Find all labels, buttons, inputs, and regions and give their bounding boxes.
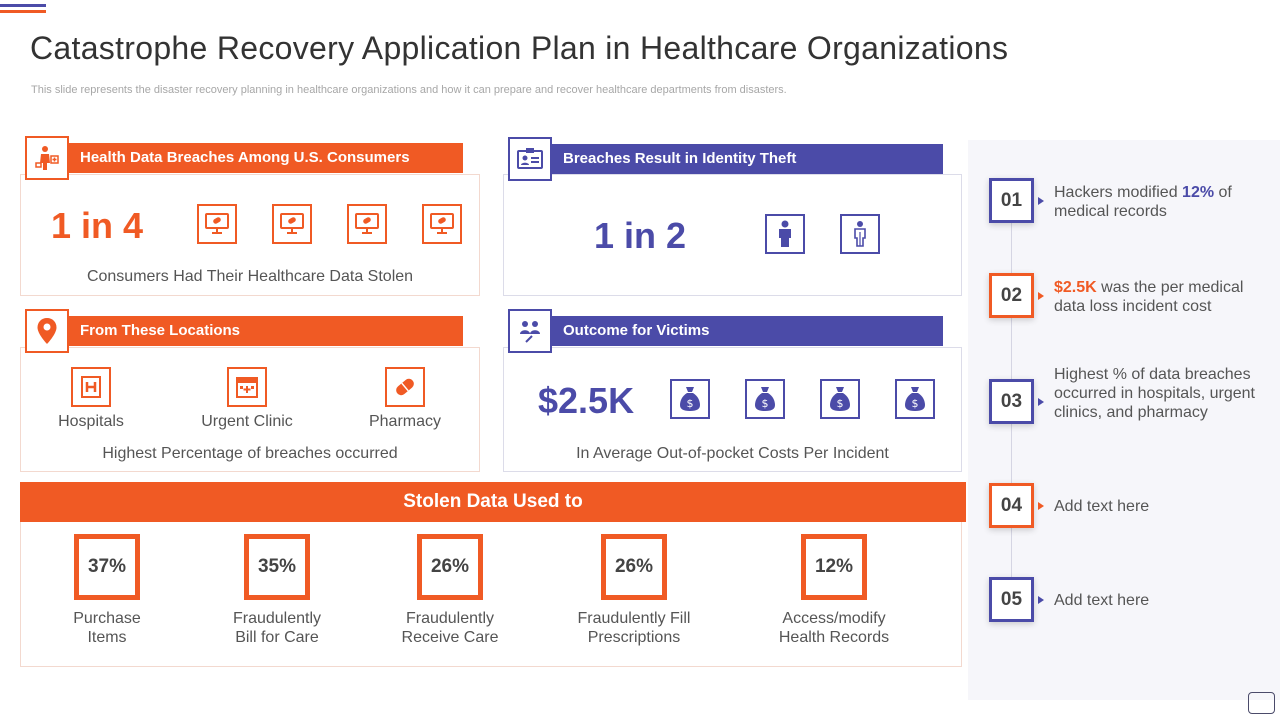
accent-line-orange: [0, 10, 46, 13]
id-card-icon: [508, 137, 552, 181]
breaches-stat: 1 in 4: [51, 205, 144, 246]
stolen-heading: Stolen Data Used to: [20, 482, 966, 522]
fact-text-post: was the per medical data loss incident c…: [1054, 279, 1244, 315]
person-filled-icon: [765, 214, 805, 254]
hospital-icon: [71, 367, 111, 407]
fact-text-02: $2.5K was the per medical data loss inci…: [1054, 278, 1266, 316]
label-line: Bill for Care: [235, 629, 319, 646]
fact-highlight: 12%: [1182, 184, 1215, 201]
svg-text:$: $: [837, 397, 844, 410]
label-line: Fraudulently: [405, 610, 495, 627]
fact-number-05: 05: [989, 577, 1034, 622]
arrow-icon: [1038, 197, 1044, 205]
fact-text-04: Add text here: [1054, 498, 1150, 515]
accent-line-blue: [0, 4, 46, 7]
locations-caption: Highest Percentage of breaches occurred: [102, 445, 398, 462]
svg-text:$: $: [762, 397, 769, 410]
svg-text:$: $: [687, 397, 694, 410]
monitor-pill-icon: [422, 204, 462, 244]
people-icon: [508, 309, 552, 353]
person-outline-icon: [840, 214, 880, 254]
stolen-pct-bill: 35%: [244, 534, 310, 600]
svg-text:$: $: [912, 397, 919, 410]
money-bag-icon: $: [745, 379, 785, 419]
label-line: Access/modify: [782, 610, 886, 627]
clinic-icon: [227, 367, 267, 407]
stolen-label-records: Access/modify Health Records: [749, 609, 919, 647]
money-bag-icon: $: [820, 379, 860, 419]
outcome-caption: In Average Out-of-pocket Costs Per Incid…: [576, 445, 889, 462]
money-bag-icon: $: [895, 379, 935, 419]
location-label-hospitals: Hospitals: [58, 413, 124, 430]
arrow-icon: [1038, 502, 1044, 510]
location-label-urgent-clinic: Urgent Clinic: [201, 413, 293, 430]
stolen-pct-receive: 26%: [417, 534, 483, 600]
fact-text-05: Add text here: [1054, 592, 1150, 609]
label-line: Prescriptions: [587, 629, 681, 646]
stolen-pct-records: 12%: [801, 534, 867, 600]
breaches-caption: Consumers Had Their Healthcare Data Stol…: [86, 268, 414, 285]
person-medical-icon: [25, 136, 69, 180]
breaches-card: [20, 174, 480, 296]
outcome-heading: Outcome for Victims: [550, 316, 943, 346]
outcome-stat: $2.5K: [538, 380, 635, 421]
slide-subtitle: This slide represents the disaster recov…: [31, 84, 787, 96]
top-accent-lines: [0, 4, 46, 14]
location-label-pharmacy: Pharmacy: [368, 413, 442, 430]
arrow-icon: [1038, 398, 1044, 406]
identity-heading: Breaches Result in Identity Theft: [550, 144, 943, 174]
fact-number-04: 04: [989, 483, 1034, 528]
fact-number-01: 01: [989, 178, 1034, 223]
locations-heading: From These Locations: [66, 316, 463, 346]
identity-stat: 1 in 2: [594, 215, 687, 256]
fact-number-02: 02: [989, 273, 1034, 318]
money-bag-icon: $: [670, 379, 710, 419]
slide-nav-box[interactable]: [1248, 692, 1275, 714]
outcome-card: [503, 347, 962, 472]
stolen-label-prescriptions: Fraudulently Fill Prescriptions: [549, 609, 719, 647]
monitor-pill-icon: [197, 204, 237, 244]
label-line: Fraudulently Fill: [577, 610, 691, 627]
stolen-label-purchase: Purchase Items: [22, 609, 192, 647]
label-line: Health Records: [778, 629, 890, 646]
location-pin-icon: [25, 309, 69, 353]
fact-text-03: Highest % of data breaches occurred in h…: [1054, 366, 1255, 421]
arrow-icon: [1038, 596, 1044, 604]
label-line: Items: [87, 629, 127, 646]
slide-title: Catastrophe Recovery Application Plan in…: [30, 30, 1009, 66]
stolen-label-bill: Fraudulently Bill for Care: [192, 609, 362, 647]
stolen-pct-purchase: 37%: [74, 534, 140, 600]
label-line: Receive Care: [401, 629, 499, 646]
label-line: Fraudulently: [232, 610, 322, 627]
label-line: Purchase: [73, 610, 141, 627]
fact-highlight: $2.5K: [1054, 279, 1097, 296]
breaches-heading: Health Data Breaches Among U.S. Consumer…: [66, 143, 463, 173]
monitor-pill-icon: [272, 204, 312, 244]
arrow-icon: [1038, 292, 1044, 300]
stolen-pct-prescriptions: 26%: [601, 534, 667, 600]
fact-text-pre: Hackers modified: [1054, 184, 1183, 201]
fact-number-03: 03: [989, 379, 1034, 424]
identity-card: [503, 174, 962, 296]
fact-text-01: Hackers modified 12% of medical records: [1054, 183, 1266, 221]
stolen-label-receive: Fraudulently Receive Care: [365, 609, 535, 647]
fact-text-post: of medical records: [1054, 184, 1232, 220]
pill-icon: [385, 367, 425, 407]
monitor-pill-icon: [347, 204, 387, 244]
